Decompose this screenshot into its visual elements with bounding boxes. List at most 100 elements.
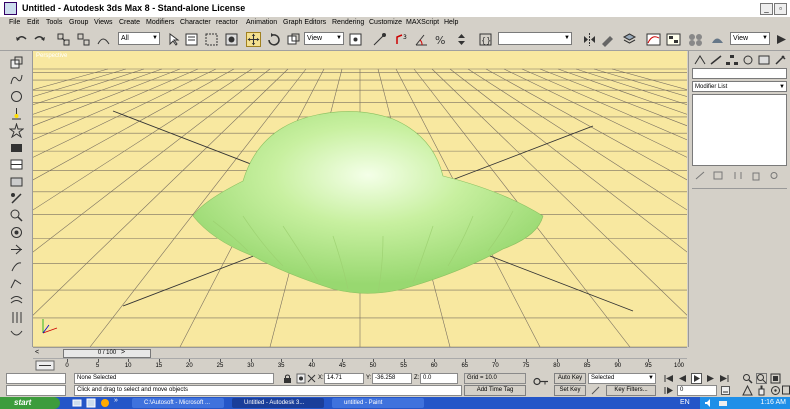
menu-modifiers[interactable]: Modifiers [146, 19, 175, 26]
align-icon[interactable] [600, 32, 615, 47]
quick-launch-overflow-icon[interactable]: » [114, 397, 118, 404]
helpers-icon[interactable] [9, 208, 24, 223]
mirror-icon[interactable] [582, 32, 597, 47]
material-editor-icon[interactable] [688, 32, 703, 47]
zoom-extents-icon[interactable] [770, 373, 781, 384]
zoom-all-icon[interactable] [756, 373, 767, 384]
maxscript-output-field[interactable] [6, 385, 66, 396]
maxscript-listener-field[interactable] [6, 373, 66, 384]
taskbar-item-paint[interactable]: untitled - Paint [332, 398, 424, 408]
key-filters-button[interactable]: Key Filters... [606, 385, 656, 396]
perspective-viewport[interactable]: Perspective [33, 51, 687, 347]
viewport-label[interactable]: Perspective [36, 53, 68, 59]
layer-manager-icon[interactable] [622, 32, 637, 47]
cloth-icon[interactable] [9, 327, 24, 342]
display-tab-icon[interactable] [757, 54, 771, 66]
selection-filter-dropdown[interactable]: All ▼ [118, 32, 160, 45]
render-type-dropdown[interactable]: View ▼ [730, 32, 770, 45]
reference-coordinate-dropdown[interactable]: View ▼ [304, 32, 344, 45]
go-to-start-icon[interactable] [663, 374, 674, 383]
select-and-scale-icon[interactable] [286, 32, 301, 47]
angle-snap-icon[interactable] [414, 32, 429, 47]
key-mode-toggle-icon[interactable] [663, 386, 674, 395]
quick-render-icon[interactable] [774, 32, 789, 47]
create-tab-icon[interactable] [693, 54, 707, 66]
select-object-icon[interactable] [166, 32, 181, 47]
field-of-view-icon[interactable] [742, 385, 753, 396]
time-slider-thumb[interactable]: 0 / 100 [63, 349, 151, 358]
arc-rotate-icon[interactable] [770, 385, 781, 396]
menu-edit[interactable]: Edit [27, 19, 40, 26]
curve-editor-icon[interactable] [646, 32, 661, 47]
select-and-rotate-icon[interactable] [266, 32, 281, 47]
key-filter-icon[interactable] [591, 386, 600, 395]
viewport-canvas[interactable] [33, 51, 687, 347]
cloth-dome-object[interactable] [192, 111, 544, 294]
time-configuration-icon[interactable] [721, 386, 730, 395]
create-objects-icon[interactable] [9, 55, 24, 70]
select-by-name-icon[interactable] [184, 32, 199, 47]
auto-key-button[interactable]: Auto Key [554, 373, 586, 384]
lock-icon[interactable] [283, 374, 292, 383]
go-to-end-icon[interactable] [719, 374, 730, 383]
bind-space-warp-icon[interactable] [96, 32, 111, 47]
spinner-snap-icon[interactable] [454, 32, 469, 47]
set-key-icon[interactable] [533, 377, 549, 386]
named-selection-icon[interactable]: {} [478, 32, 493, 47]
taskbar-item-3dsmax[interactable]: Untitled - Autodesk 3... [232, 398, 324, 408]
particles-icon[interactable] [9, 123, 24, 138]
percent-snap-icon[interactable]: % [434, 32, 449, 47]
minimize-button[interactable]: _ [760, 3, 773, 15]
window-crossing-icon[interactable] [224, 32, 239, 47]
named-selection-sets-dropdown[interactable]: ▼ [498, 32, 572, 45]
previous-frame-icon[interactable] [677, 374, 688, 383]
motion-tab-icon[interactable] [741, 54, 755, 66]
select-and-move-icon[interactable] [246, 32, 261, 47]
modify-tab-icon[interactable] [709, 54, 723, 66]
redo-icon[interactable] [32, 32, 47, 47]
dynamics-icon[interactable] [9, 191, 24, 206]
select-and-link-icon[interactable] [56, 32, 71, 47]
modifier-stack[interactable] [692, 94, 787, 166]
time-slider[interactable]: < 0 / 100 > [33, 347, 687, 358]
current-frame-field[interactable]: 0 [677, 385, 717, 396]
next-frame-arrow-icon[interactable]: > [121, 349, 126, 356]
menu-animation[interactable]: Animation [246, 19, 278, 26]
taskbar-item-microsoft[interactable]: C:\Autosoft - Microsoft ... [132, 398, 224, 408]
select-manipulate-icon[interactable] [372, 32, 387, 47]
menu-help[interactable]: Help [444, 19, 459, 26]
key-mode-dropdown[interactable]: Selected ▼ [588, 373, 656, 384]
menu-views[interactable]: Views [94, 19, 113, 26]
menu-group[interactable]: Group [69, 19, 89, 26]
menu-tools[interactable]: Tools [46, 19, 63, 26]
systems-icon[interactable] [9, 242, 24, 257]
menu-customize[interactable]: Customize [369, 19, 403, 26]
cameras-icon[interactable] [9, 140, 24, 155]
bones-icon[interactable] [9, 259, 24, 274]
nurbs-icon[interactable] [9, 174, 24, 189]
menu-graph-editors[interactable]: Graph Editors [283, 19, 327, 26]
pin-stack-icon[interactable] [694, 170, 706, 181]
utilities-tab-icon[interactable] [773, 54, 787, 66]
configure-modifier-sets-icon[interactable] [768, 170, 780, 181]
language-indicator[interactable]: EN [680, 399, 690, 406]
lights-icon[interactable] [9, 106, 24, 121]
remove-modifier-icon[interactable] [750, 170, 762, 181]
quick-launch-explorer-icon[interactable] [86, 398, 96, 408]
modifier-list-dropdown[interactable]: Modifier List ▼ [692, 81, 787, 92]
pan-icon[interactable] [756, 385, 767, 396]
absolute-mode-icon[interactable] [307, 374, 316, 383]
x-coordinate-field[interactable]: 14.71 [324, 373, 364, 384]
next-frame-icon[interactable] [705, 374, 716, 383]
start-button[interactable]: start [0, 397, 60, 409]
render-scene-icon[interactable] [710, 32, 725, 47]
undo-icon[interactable] [14, 32, 29, 47]
show-desktop-icon[interactable] [72, 398, 82, 408]
hair-icon[interactable] [9, 310, 24, 325]
tray-network-icon[interactable] [718, 398, 728, 408]
quick-launch-browser-icon[interactable] [100, 398, 110, 408]
add-time-tag-button[interactable]: Add Time Tag [464, 385, 526, 396]
menu-rendering[interactable]: Rendering [332, 19, 365, 26]
open-mini-curve-editor-icon[interactable] [35, 360, 55, 371]
selection-lock-toggle-icon[interactable] [296, 373, 306, 384]
